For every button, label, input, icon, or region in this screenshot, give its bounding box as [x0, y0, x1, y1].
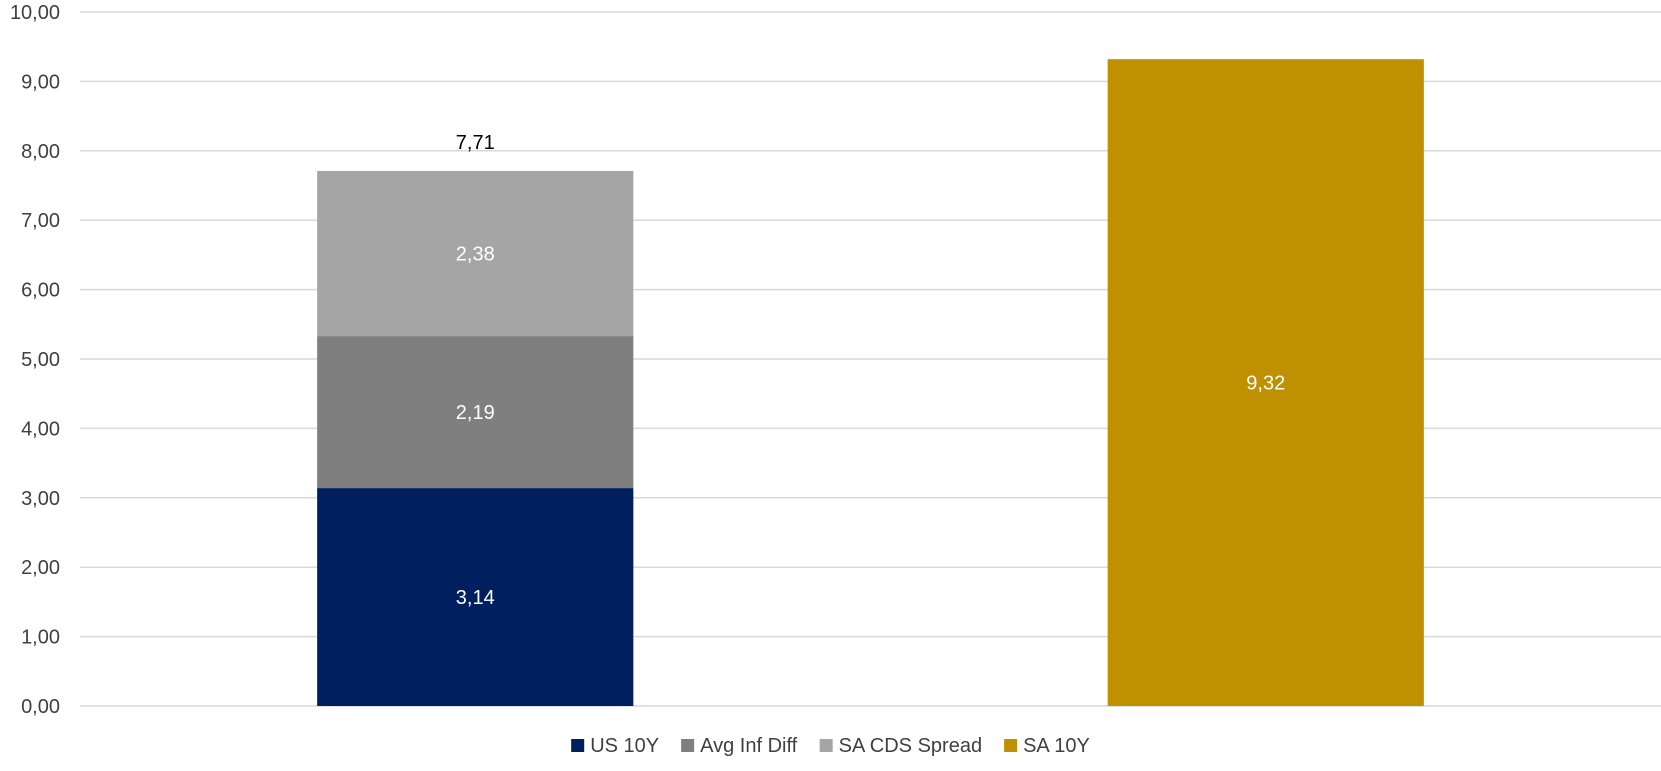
y-tick-label: 1,00: [21, 627, 60, 649]
legend-label: US 10Y: [590, 735, 659, 757]
legend-label: SA CDS Spread: [839, 735, 982, 757]
legend-item-sa-10y: SA 10Y: [1004, 735, 1090, 757]
legend-item-avg-inf-diff: Avg Inf Diff: [681, 735, 798, 757]
total-label: 7,71: [456, 132, 495, 154]
legend-swatch: [1004, 739, 1017, 752]
y-tick-label: 8,00: [21, 141, 60, 163]
y-tick-label: 7,00: [21, 210, 60, 232]
legend: US 10Y Avg Inf Diff SA CDS Spread SA 10Y: [571, 735, 1090, 757]
legend-swatch: [681, 739, 694, 752]
legend-swatch: [571, 739, 584, 752]
data-label: 2,19: [456, 402, 495, 424]
y-tick-label: 10,00: [10, 2, 60, 24]
y-tick-label: 3,00: [21, 488, 60, 510]
data-label: 9,32: [1246, 373, 1285, 395]
y-axis-tick-labels: 0,00 1,00 2,00 3,00 4,00 5,00 6,00 7,00 8,00 9,00…: [10, 2, 60, 718]
y-tick-label: 5,00: [21, 349, 60, 371]
data-label: 2,38: [456, 244, 495, 266]
legend-item-sa-cds-spread: SA CDS Spread: [820, 735, 982, 757]
y-tick-label: 2,00: [21, 557, 60, 579]
data-label: 3,14: [456, 587, 495, 609]
y-tick-label: 4,00: [21, 418, 60, 440]
legend-label: Avg Inf Diff: [700, 735, 798, 757]
legend-item-us-10y: US 10Y: [571, 735, 659, 757]
y-tick-label: 0,00: [21, 696, 60, 718]
legend-label: SA 10Y: [1023, 735, 1090, 757]
y-tick-label: 6,00: [21, 280, 60, 302]
legend-swatch: [820, 739, 833, 752]
y-tick-label: 9,00: [21, 71, 60, 93]
